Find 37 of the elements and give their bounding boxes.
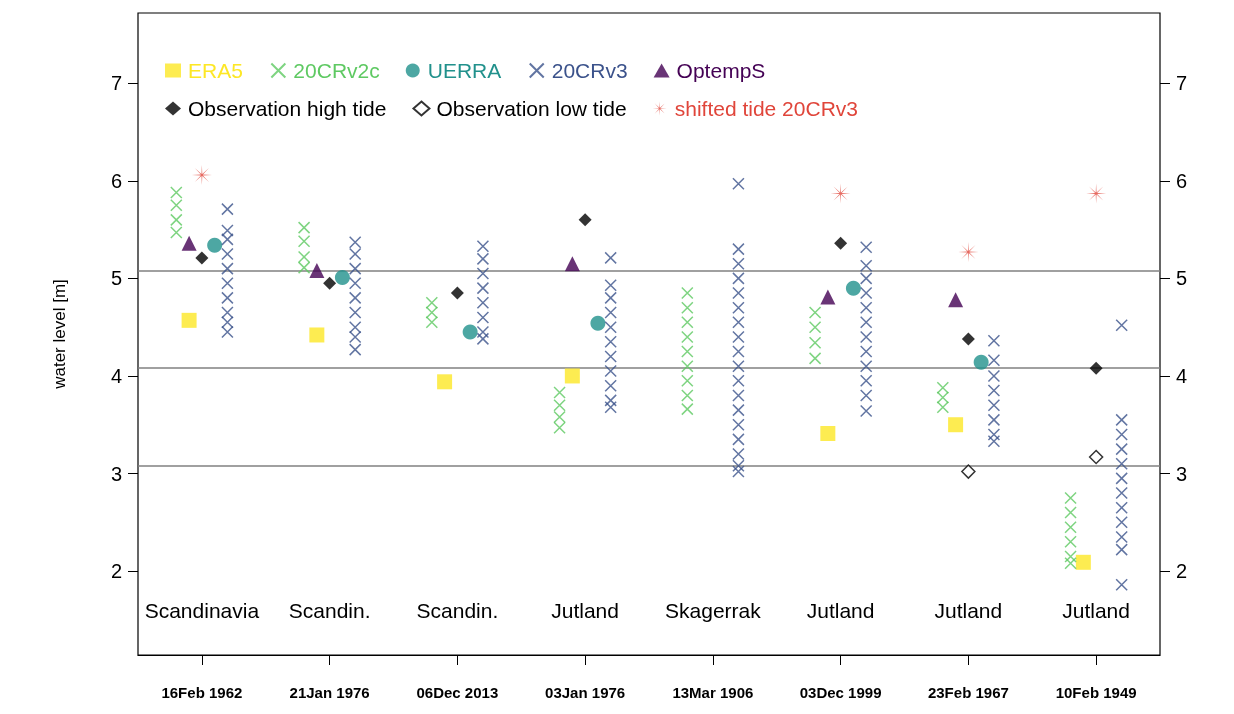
y2-tick-label: 2 [1176, 560, 1188, 583]
legend-label: UERRA [427, 59, 502, 82]
x-tick-label: 03Jan 1976 [545, 684, 626, 701]
x-tick-label: 16Feb 1962 [161, 684, 243, 701]
annotation: Scandinavia [144, 598, 260, 622]
y-tick-label: 3 [110, 462, 122, 485]
annotation: Skagerrak [665, 598, 762, 622]
x-tick-label: 21Jan 1976 [289, 684, 370, 701]
annotation: Jutland [551, 598, 619, 622]
y-tick-label: 4 [110, 364, 122, 387]
x-tick-label: 23Feb 1967 [927, 684, 1009, 701]
annotation: Jutland [806, 598, 875, 622]
y-tick-label: 2 [110, 560, 122, 583]
annotation: Jutland [1062, 598, 1130, 622]
annotation: Jutland [934, 598, 1003, 622]
y2-tick-label: 6 [1176, 169, 1188, 192]
y2-tick-label: 7 [1176, 72, 1188, 95]
legend-label: 20CRv3 [551, 59, 628, 82]
x-tick-label: 10Feb 1949 [1055, 684, 1137, 701]
legend-label: shifted tide 20CRv3 [674, 97, 858, 120]
annotation: Scandin. [416, 598, 499, 622]
y2-tick-label: 3 [1176, 462, 1188, 485]
x-tick-label: 06Dec 2013 [416, 684, 499, 701]
legend-label: Observation low tide [436, 97, 627, 120]
y-tick-label: 7 [110, 72, 122, 95]
x-tick-label: 13Mar 1906 [672, 684, 754, 701]
y-tick-label: 5 [110, 267, 122, 290]
y2-tick-label: 5 [1176, 267, 1188, 290]
x-tick-label: 03Dec 1999 [799, 684, 882, 701]
y-tick-label: 6 [110, 169, 122, 192]
y-axis-title: water level [m] [50, 279, 69, 390]
legend-label: OptempS [676, 59, 766, 82]
legend-label: 20CRv2c [293, 59, 380, 82]
y2-tick-label: 4 [1176, 364, 1188, 387]
annotation: Scandin. [288, 598, 371, 622]
legend-label: ERA5 [188, 59, 243, 82]
legend-label: Observation high tide [188, 97, 387, 120]
